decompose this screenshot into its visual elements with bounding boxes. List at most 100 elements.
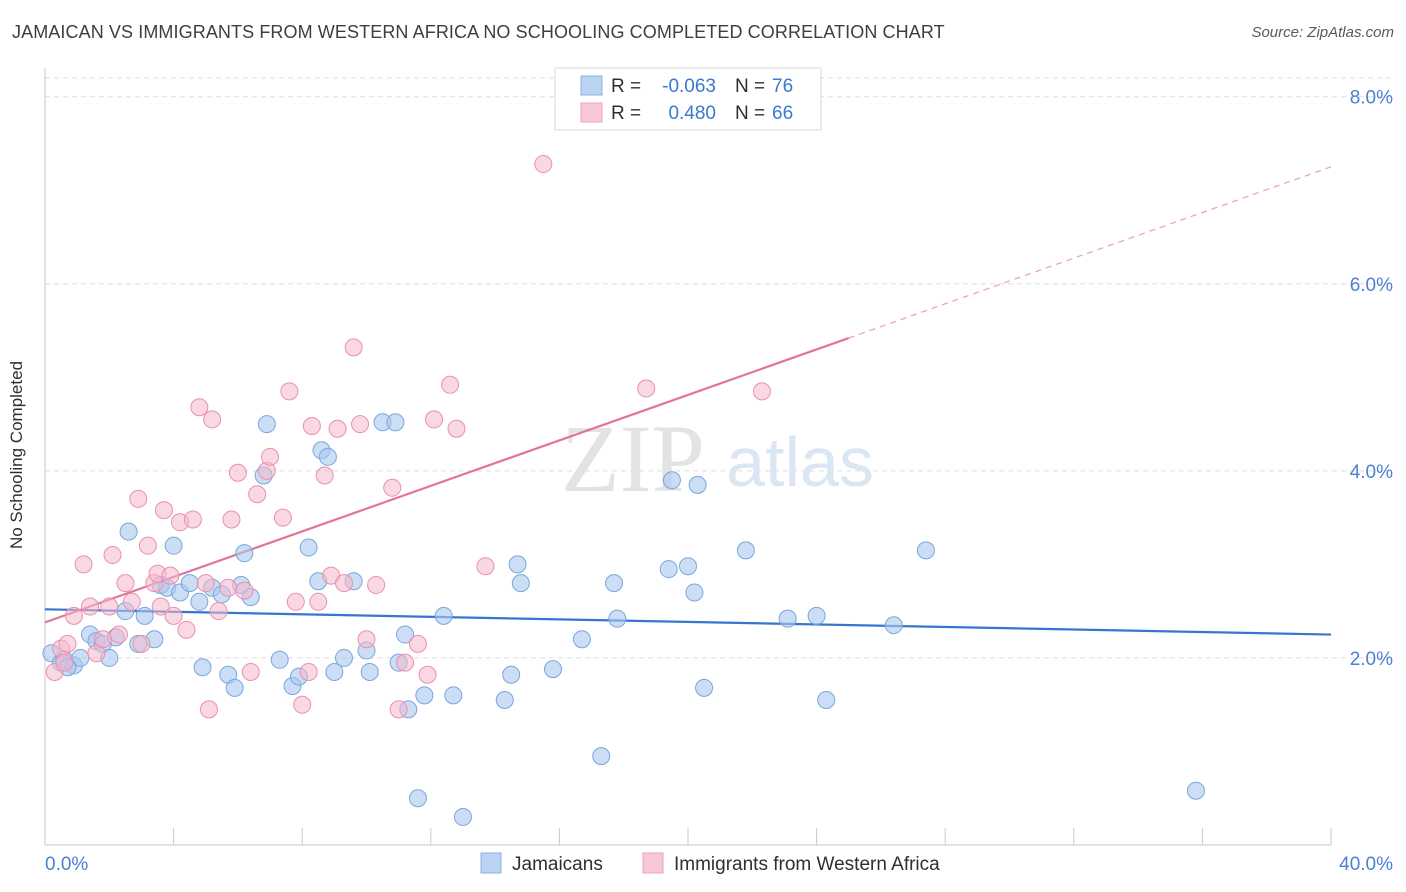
point-jamaicans-51 — [444, 686, 463, 705]
watermark-atlas: atlas — [726, 423, 874, 501]
point-jamaicans-37 — [318, 447, 337, 466]
point-jamaicans-50 — [434, 606, 453, 625]
point-jamaicans-21 — [193, 658, 212, 677]
legend-n-label-1: N = — [735, 76, 765, 97]
point-jamaicans-54 — [502, 665, 521, 684]
point-western-africa-56 — [396, 653, 415, 672]
point-western-africa-3 — [58, 634, 77, 653]
point-western-africa-59 — [425, 410, 444, 429]
point-jamaicans-64 — [679, 557, 697, 576]
point-western-africa-14 — [129, 489, 148, 508]
legend-label-jamaicans: Jamaicans — [512, 854, 603, 875]
point-jamaicans-46 — [396, 625, 415, 644]
x-tick-label-0: 0.0% — [45, 854, 88, 875]
watermark-zip: ZIP — [561, 405, 705, 512]
point-western-africa-6 — [81, 597, 100, 616]
point-western-africa-53 — [367, 575, 386, 594]
point-western-africa-30 — [209, 602, 228, 621]
point-western-africa-35 — [241, 662, 260, 681]
point-jamaicans-69 — [778, 609, 797, 628]
legend-r-value-2: 0.480 — [668, 103, 716, 124]
point-western-africa-33 — [228, 463, 247, 482]
point-jamaicans-38 — [325, 662, 344, 681]
point-jamaicans-11 — [119, 522, 138, 541]
point-western-africa-25 — [183, 510, 202, 529]
point-western-africa-57 — [408, 634, 427, 653]
point-jamaicans-42 — [360, 662, 379, 681]
point-western-africa-28 — [199, 700, 218, 719]
legend-n-label-2: N = — [735, 103, 765, 124]
point-jamaicans-52 — [453, 807, 472, 826]
point-jamaicans-25 — [225, 678, 244, 697]
point-western-africa-5 — [74, 555, 93, 574]
point-western-africa-54 — [383, 478, 402, 497]
point-jamaicans-74 — [1186, 781, 1205, 800]
legend-r-label-2: R = — [611, 103, 641, 124]
point-western-africa-31 — [219, 578, 238, 597]
point-jamaicans-62 — [659, 560, 678, 579]
x-tick-label-1: 40.0% — [1339, 854, 1393, 875]
point-western-africa-24 — [177, 620, 196, 639]
point-jamaicans-61 — [608, 609, 627, 628]
point-western-africa-51 — [351, 415, 370, 434]
tick-labels: 2.0% 4.0% 6.0% 8.0% 0.0% 40.0% — [45, 88, 1393, 875]
point-western-africa-9 — [100, 597, 119, 616]
point-western-africa-16 — [138, 536, 157, 555]
point-jamaicans-48 — [408, 789, 427, 808]
point-western-africa-2 — [55, 653, 74, 672]
point-jamaicans-31 — [270, 650, 289, 669]
point-western-africa-61 — [447, 419, 466, 438]
legend-n-value-1: 76 — [772, 76, 793, 97]
point-jamaicans-66 — [688, 475, 707, 494]
point-jamaicans-73 — [916, 541, 935, 560]
y-tick-label-2: 6.0% — [1350, 275, 1393, 296]
point-jamaicans-72 — [884, 616, 903, 635]
point-western-africa-8 — [93, 630, 112, 649]
point-western-africa-52 — [357, 630, 376, 649]
point-western-africa-49 — [334, 574, 353, 593]
point-western-africa-26 — [190, 398, 209, 417]
point-western-africa-27 — [196, 574, 215, 593]
point-jamaicans-39 — [334, 648, 353, 667]
point-jamaicans-71 — [817, 691, 836, 710]
point-western-africa-32 — [222, 510, 241, 529]
point-western-africa-41 — [286, 592, 305, 611]
gridlines — [45, 77, 1392, 659]
point-western-africa-64 — [637, 379, 656, 398]
point-western-africa-62 — [476, 557, 495, 576]
point-western-africa-39 — [273, 508, 292, 527]
point-western-africa-36 — [248, 485, 267, 504]
legend-swatch-jamaicans — [580, 75, 603, 96]
point-western-africa-44 — [302, 416, 321, 435]
y-tick-label-3: 8.0% — [1350, 88, 1393, 109]
point-jamaicans-70 — [807, 606, 826, 625]
point-jamaicans-60 — [605, 574, 624, 593]
point-jamaicans-59 — [592, 747, 611, 766]
y-tick-label-0: 2.0% — [1350, 649, 1393, 670]
chart-title: JAMAICAN VS IMMIGRANTS FROM WESTERN AFRI… — [12, 22, 945, 42]
point-jamaicans-44 — [386, 413, 405, 432]
legend-swatch-western-africa — [580, 102, 603, 123]
point-western-africa-38 — [261, 447, 280, 466]
point-western-africa-48 — [328, 419, 347, 438]
point-jamaicans-34 — [299, 538, 318, 557]
point-western-africa-13 — [122, 592, 141, 611]
point-western-africa-60 — [441, 375, 460, 394]
point-western-africa-45 — [309, 592, 328, 611]
point-western-africa-15 — [132, 634, 151, 653]
point-jamaicans-67 — [695, 678, 714, 697]
point-western-africa-4 — [64, 606, 83, 625]
y-tick-label-1: 4.0% — [1350, 462, 1393, 483]
watermark: ZIP atlas — [561, 405, 874, 512]
point-jamaicans-56 — [511, 574, 530, 593]
point-western-africa-55 — [389, 700, 408, 719]
series-legend: Jamaicans Immigrants from Western Africa — [480, 852, 940, 875]
point-jamaicans-27 — [235, 544, 254, 563]
point-jamaicans-63 — [662, 471, 681, 490]
point-western-africa-34 — [235, 581, 254, 600]
legend-r-value-1: -0.063 — [662, 76, 716, 97]
point-jamaicans-19 — [180, 574, 199, 593]
legend-swatch-bottom-jamaicans — [480, 852, 502, 874]
point-western-africa-21 — [161, 566, 180, 585]
